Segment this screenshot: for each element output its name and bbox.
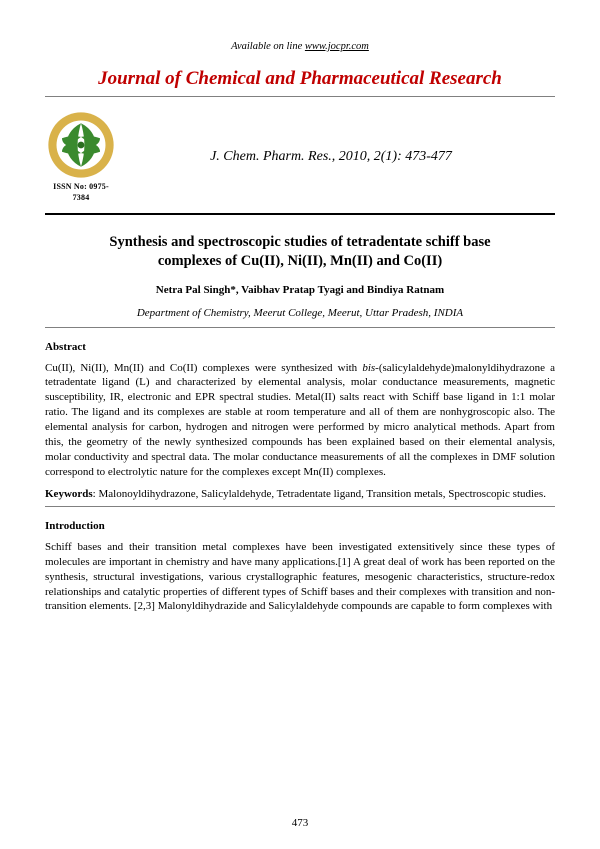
abstract-paragraph: Cu(II), Ni(II), Mn(II) and Co(II) comple… [45, 361, 555, 480]
keywords-line: Keywords: Malonoyldihydrazone, Salicylal… [45, 487, 555, 502]
authors-line: Netra Pal Singh*, Vaibhav Pratap Tyagi a… [45, 283, 555, 298]
rule-under-affil [45, 327, 555, 328]
affiliation-line: Department of Chemistry, Meerut College,… [45, 306, 555, 321]
introduction-heading: Introduction [45, 519, 555, 534]
header-row: ISSN No: 0975-7384 J. Chem. Pharm. Res.,… [45, 111, 555, 204]
abstract-text-a: Cu(II), Ni(II), Mn(II) and Co(II) comple… [45, 362, 362, 374]
available-prefix: Available on line [231, 41, 305, 52]
journal-logo-icon [47, 111, 115, 179]
abstract-italic: bis [362, 362, 375, 374]
journal-url-link[interactable]: www.jocpr.com [305, 41, 369, 52]
title-line-2: complexes of Cu(II), Ni(II), Mn(II) and … [158, 253, 442, 269]
keywords-label: Keywords [45, 488, 93, 500]
citation-line: J. Chem. Pharm. Res., 2010, 2(1): 473-47… [137, 148, 555, 167]
journal-name: Journal of Chemical and Pharmaceutical R… [45, 66, 555, 92]
title-line-1: Synthesis and spectroscopic studies of t… [109, 234, 490, 250]
logo-block: ISSN No: 0975-7384 [45, 111, 117, 204]
page-number: 473 [0, 816, 600, 831]
article-title: Synthesis and spectroscopic studies of t… [45, 233, 555, 271]
keywords-text: : Malonoyldihydrazone, Salicylaldehyde, … [93, 488, 546, 500]
rule-thick [45, 213, 555, 215]
rule-under-keywords [45, 506, 555, 507]
introduction-paragraph: Schiff bases and their transition metal … [45, 540, 555, 614]
abstract-heading: Abstract [45, 340, 555, 355]
abstract-text-b: -(salicylaldehyde)malonyldihydrazone a t… [45, 362, 555, 478]
available-online-line: Available on line www.jocpr.com [45, 40, 555, 54]
issn-label: ISSN No: 0975-7384 [45, 182, 117, 204]
rule-under-journal [45, 96, 555, 97]
